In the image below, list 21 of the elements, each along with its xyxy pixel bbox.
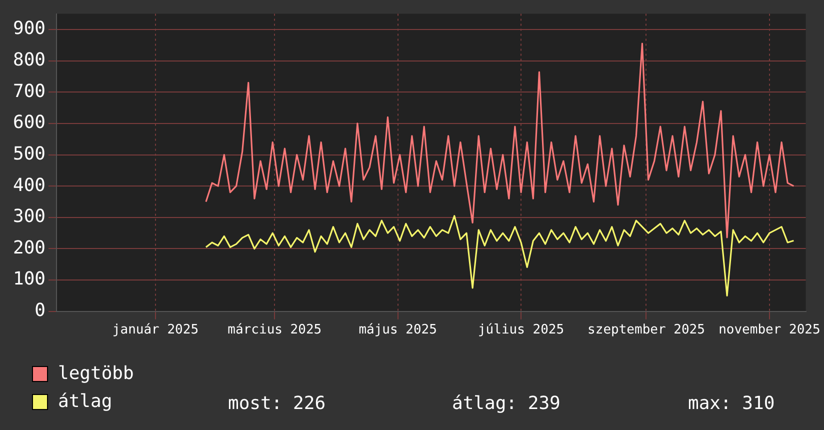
y-tick-label: 300 — [12, 206, 46, 228]
text: átlag: 239 — [452, 393, 560, 414]
x-tick-label: november 2025 — [718, 322, 820, 338]
y-tick-label: 400 — [12, 174, 46, 196]
y-tick-label: 700 — [12, 80, 46, 102]
y-tick-label: 100 — [12, 268, 46, 290]
legend-label: átlag — [58, 391, 112, 412]
y-tick-label: 900 — [12, 18, 46, 40]
text: most: 226 — [228, 393, 326, 414]
x-tick-label: január 2025 — [112, 322, 199, 338]
y-tick-label: 0 — [34, 300, 46, 322]
x-tick-label: július 2025 — [478, 322, 564, 338]
x-tick-label: szeptember 2025 — [588, 322, 705, 338]
y-tick-label: 500 — [12, 143, 46, 164]
y-tick-label: 800 — [12, 49, 46, 70]
text: max: 310 — [688, 393, 775, 414]
legend-label: legtöbb — [58, 363, 134, 384]
x-tick-label: március 2025 — [228, 322, 322, 338]
x-tick-label: május 2025 — [358, 322, 437, 338]
y-tick-label: 200 — [12, 237, 46, 258]
y-tick-label: 600 — [12, 112, 46, 134]
